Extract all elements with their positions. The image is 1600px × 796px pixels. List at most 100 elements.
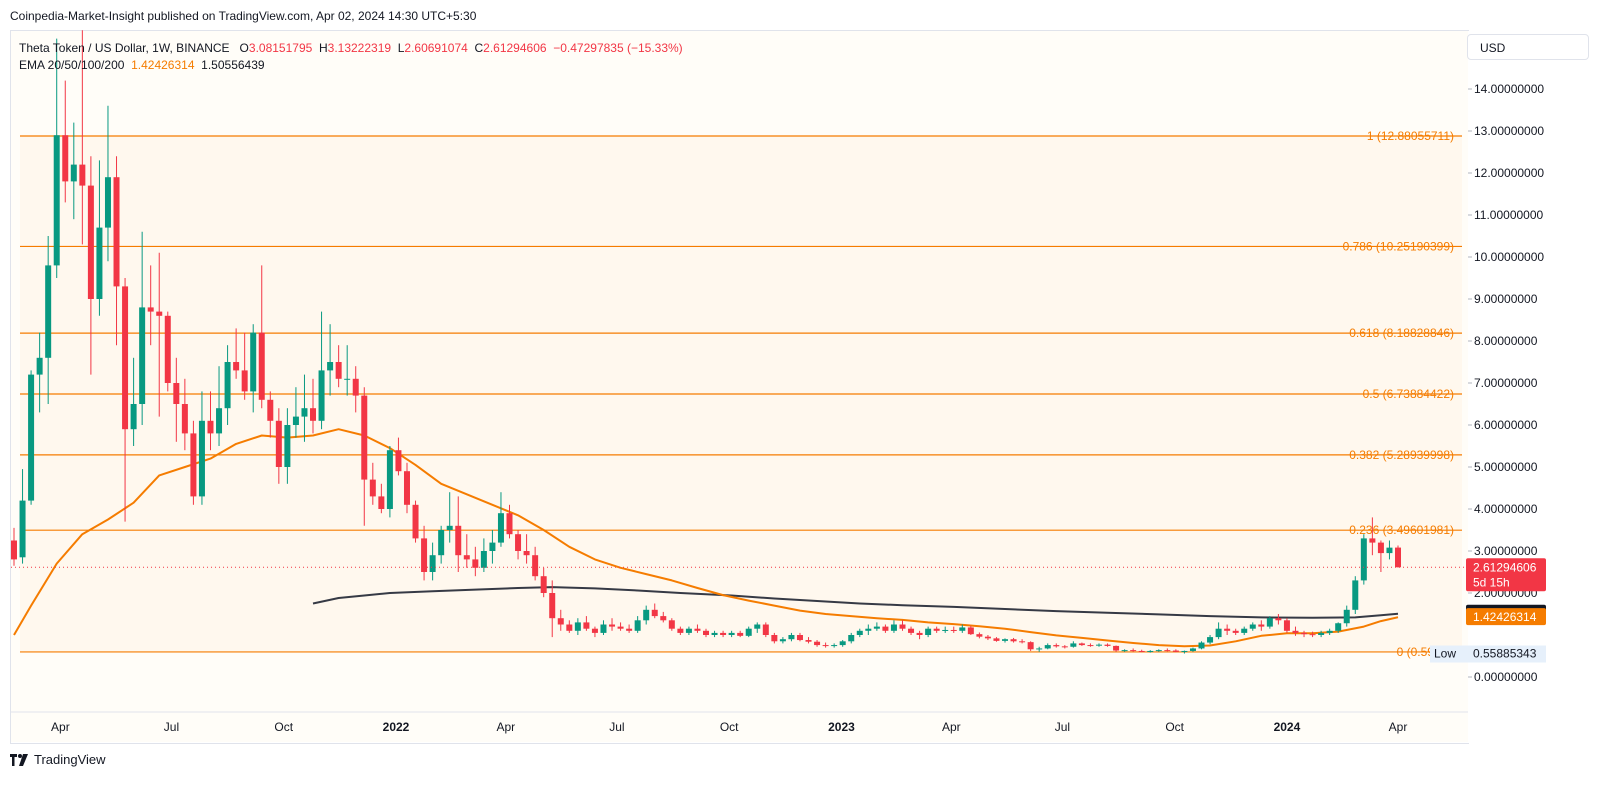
fib-label: 0.5 (6.73884422) xyxy=(1363,387,1454,401)
last-price-tag xyxy=(1466,558,1546,592)
candle-body xyxy=(70,164,77,182)
candle xyxy=(11,527,17,566)
candle-body xyxy=(1258,624,1265,627)
candle xyxy=(890,620,897,633)
candle-body xyxy=(1070,643,1077,647)
candle-body xyxy=(463,555,470,560)
candle-body xyxy=(1189,648,1196,651)
candle xyxy=(233,328,240,379)
x-tick-label: Apr xyxy=(497,720,516,734)
ema-label[interactable]: EMA 20/50/100/200 xyxy=(19,58,125,72)
candle-body xyxy=(754,624,761,629)
candle xyxy=(258,265,265,409)
candle-body xyxy=(831,645,838,647)
candle xyxy=(181,378,188,451)
candle xyxy=(600,620,607,635)
fib-zone xyxy=(20,393,1462,455)
fib-label: 1 (12.88055711) xyxy=(1367,129,1454,143)
candle xyxy=(190,420,197,505)
currency-button[interactable]: USD xyxy=(1467,34,1589,60)
candle xyxy=(711,630,718,638)
candle xyxy=(421,525,428,581)
candle xyxy=(694,624,701,633)
candle-body xyxy=(1275,618,1282,621)
time-axis: Apr Jul Oct 2022 Apr Jul Oct 2023 Apr Jul Oct 2024 A… xyxy=(11,711,1468,734)
candle xyxy=(703,628,709,638)
candle xyxy=(1224,624,1231,635)
ema-20-tag xyxy=(1466,608,1546,626)
candle-body xyxy=(890,624,897,631)
candle xyxy=(1121,649,1128,652)
candle-body xyxy=(574,622,581,631)
candle-body xyxy=(1232,630,1239,633)
candle xyxy=(19,469,26,564)
candle-body xyxy=(122,286,129,430)
y-tick-label: 12.00000000 xyxy=(1474,166,1544,180)
candle xyxy=(361,387,368,526)
candle xyxy=(139,231,146,425)
candle-body xyxy=(942,629,949,631)
candle xyxy=(1326,628,1333,635)
candle xyxy=(36,332,43,413)
candle xyxy=(1070,641,1077,648)
candle xyxy=(1241,626,1248,635)
candle-body xyxy=(728,632,735,635)
x-tick-label: Jul xyxy=(609,720,624,734)
candle xyxy=(976,632,983,639)
candle-body xyxy=(1266,618,1273,627)
countdown-text: 5d 15h xyxy=(1473,575,1510,589)
candle xyxy=(429,542,436,581)
candle xyxy=(130,357,137,446)
candle-body xyxy=(609,624,616,627)
candle xyxy=(771,632,778,644)
candle-body xyxy=(617,626,624,629)
fib-zone xyxy=(20,530,1462,652)
candle-body xyxy=(438,530,445,556)
y-tick-label: 5.00000000 xyxy=(1474,460,1538,474)
candle xyxy=(275,408,282,484)
candle-body xyxy=(1027,642,1034,650)
candle xyxy=(848,632,855,644)
candle-body xyxy=(472,559,479,568)
candle-body xyxy=(916,632,923,635)
candle-body xyxy=(395,450,402,472)
candle xyxy=(344,345,351,396)
candle-body xyxy=(1352,580,1359,610)
candle-body xyxy=(96,227,103,299)
candle xyxy=(1266,616,1273,629)
candle xyxy=(1010,637,1017,643)
candle-body xyxy=(1215,628,1222,638)
candle xyxy=(70,122,77,220)
candle-body xyxy=(455,525,462,556)
candle-body xyxy=(446,525,453,530)
candle xyxy=(352,366,359,413)
candle xyxy=(96,160,103,316)
candle-body xyxy=(993,638,1000,641)
candle-body xyxy=(284,425,291,467)
candle-body xyxy=(591,628,598,633)
candle-body xyxy=(45,265,52,358)
candle-body xyxy=(1377,542,1384,554)
symbol-title[interactable]: Theta Token / US Dollar, 1W, BINANCE xyxy=(19,41,230,55)
candle-body xyxy=(1343,609,1350,624)
x-tick-label: Jul xyxy=(1055,720,1070,734)
candle xyxy=(882,624,889,633)
candle-body xyxy=(361,395,368,480)
fib-label: 0.382 (5.28939998) xyxy=(1349,448,1454,462)
candle xyxy=(395,437,402,476)
candle-body xyxy=(506,513,513,535)
candle-body xyxy=(301,408,308,417)
candle-body xyxy=(668,620,675,629)
candle-body xyxy=(181,404,188,434)
candle-body xyxy=(771,635,778,642)
low-price-tag xyxy=(1430,645,1546,663)
y-tick-label: 8.00000000 xyxy=(1474,334,1538,348)
ema-200-value: 1.50556439 xyxy=(201,58,265,72)
candle-body xyxy=(1010,639,1017,642)
low-price-text: 0.55885343 xyxy=(1473,647,1537,661)
candle xyxy=(1198,641,1205,650)
ema-200-line xyxy=(312,586,1399,619)
candle xyxy=(104,105,111,262)
